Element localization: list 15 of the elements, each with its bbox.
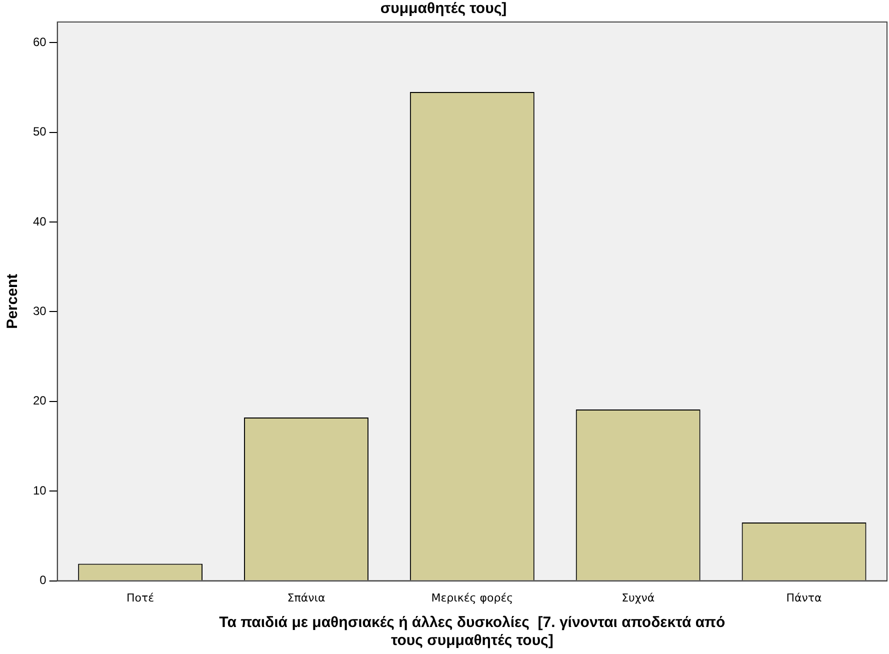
y-tick-label: 20 [32, 394, 47, 408]
chart-title: συμμαθητές τους] [380, 0, 507, 18]
y-tick-label: 30 [32, 304, 47, 318]
y-tick-label: 0 [40, 573, 47, 588]
x-tick-label: Σπάνια [287, 591, 326, 604]
y-tick-label: 10 [32, 483, 47, 498]
x-tick-label: Συχνά [622, 591, 655, 604]
y-axis-title: Percent [4, 274, 22, 329]
x-tick-label: Μερικές φορές [431, 591, 514, 604]
x-axis-title: Τα παιδιά με μαθησιακές ή άλλες δυσκολίες [7. γίνονται αποδεκτά από τους συμμαθητές τους] [219, 614, 726, 650]
y-tick-label: 60 [32, 34, 47, 49]
x-tick-label: Πάντα [786, 591, 822, 604]
y-tick-label: 50 [32, 124, 47, 139]
y-tick-label: 40 [32, 214, 47, 228]
x-tick-label: Ποτέ [126, 591, 154, 604]
